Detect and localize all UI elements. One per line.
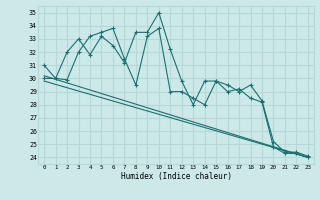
X-axis label: Humidex (Indice chaleur): Humidex (Indice chaleur): [121, 172, 231, 181]
